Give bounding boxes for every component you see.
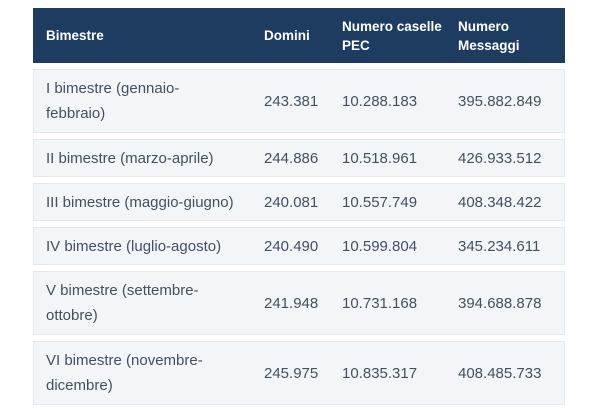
domini-cell: 245.975: [264, 364, 319, 382]
domini-cell: 243.381: [264, 92, 319, 110]
table-row: VI bimestre (novembre- dicembre) 245.975…: [33, 341, 565, 405]
caselle-pec-cell: 10.731.168: [342, 294, 418, 312]
bimestre-cell: V bimestre (settembre- ottobre): [46, 282, 199, 324]
bimestre-cell: VI bimestre (novembre- dicembre): [46, 352, 203, 394]
messaggi-cell: 408.485.733: [458, 364, 542, 382]
bimestre-cell: I bimestre (gennaio- febbraio): [46, 80, 180, 122]
header-cell-numero-messaggi: Numero Messaggi: [458, 18, 520, 53]
bimestre-cell: II bimestre (marzo-aprile): [46, 149, 214, 167]
table-row: II bimestre (marzo-aprile) 244.886 10.51…: [33, 139, 565, 177]
domini-cell: 244.886: [264, 149, 319, 167]
messaggi-cell: 394.688.878: [458, 294, 542, 312]
caselle-pec-cell: 10.599.804: [342, 237, 418, 255]
messaggi-cell: 395.882.849: [458, 92, 542, 110]
table-row: I bimestre (gennaio- febbraio) 243.381 1…: [33, 69, 565, 133]
table-row: III bimestre (maggio-giugno) 240.081 10.…: [33, 183, 565, 221]
table-header-row: Bimestre Domini Numero caselle PEC Numer…: [33, 8, 565, 63]
domini-cell: 241.948: [264, 294, 319, 312]
header-cell-numero-caselle-pec: Numero caselle PEC: [342, 18, 442, 53]
header-cell-bimestre: Bimestre: [46, 28, 104, 43]
bimestre-cell: III bimestre (maggio-giugno): [46, 193, 234, 211]
domini-cell: 240.490: [264, 237, 319, 255]
caselle-pec-cell: 10.557.749: [342, 193, 418, 211]
caselle-pec-cell: 10.288.183: [342, 92, 418, 110]
table-row: V bimestre (settembre- ottobre) 241.948 …: [33, 271, 565, 335]
table-row: IV bimestre (luglio-agosto) 240.490 10.5…: [33, 227, 565, 265]
caselle-pec-cell: 10.518.961: [342, 149, 418, 167]
bimestre-cell: IV bimestre (luglio-agosto): [46, 237, 222, 255]
messaggi-cell: 345.234.611: [458, 237, 541, 255]
messaggi-cell: 426.933.512: [458, 149, 542, 167]
domini-cell: 240.081: [264, 193, 319, 211]
caselle-pec-cell: 10.835.317: [342, 364, 418, 382]
header-cell-domini: Domini: [264, 28, 310, 43]
pec-statistics-table: Bimestre Domini Numero caselle PEC Numer…: [33, 8, 565, 410]
messaggi-cell: 408.348.422: [458, 193, 542, 211]
